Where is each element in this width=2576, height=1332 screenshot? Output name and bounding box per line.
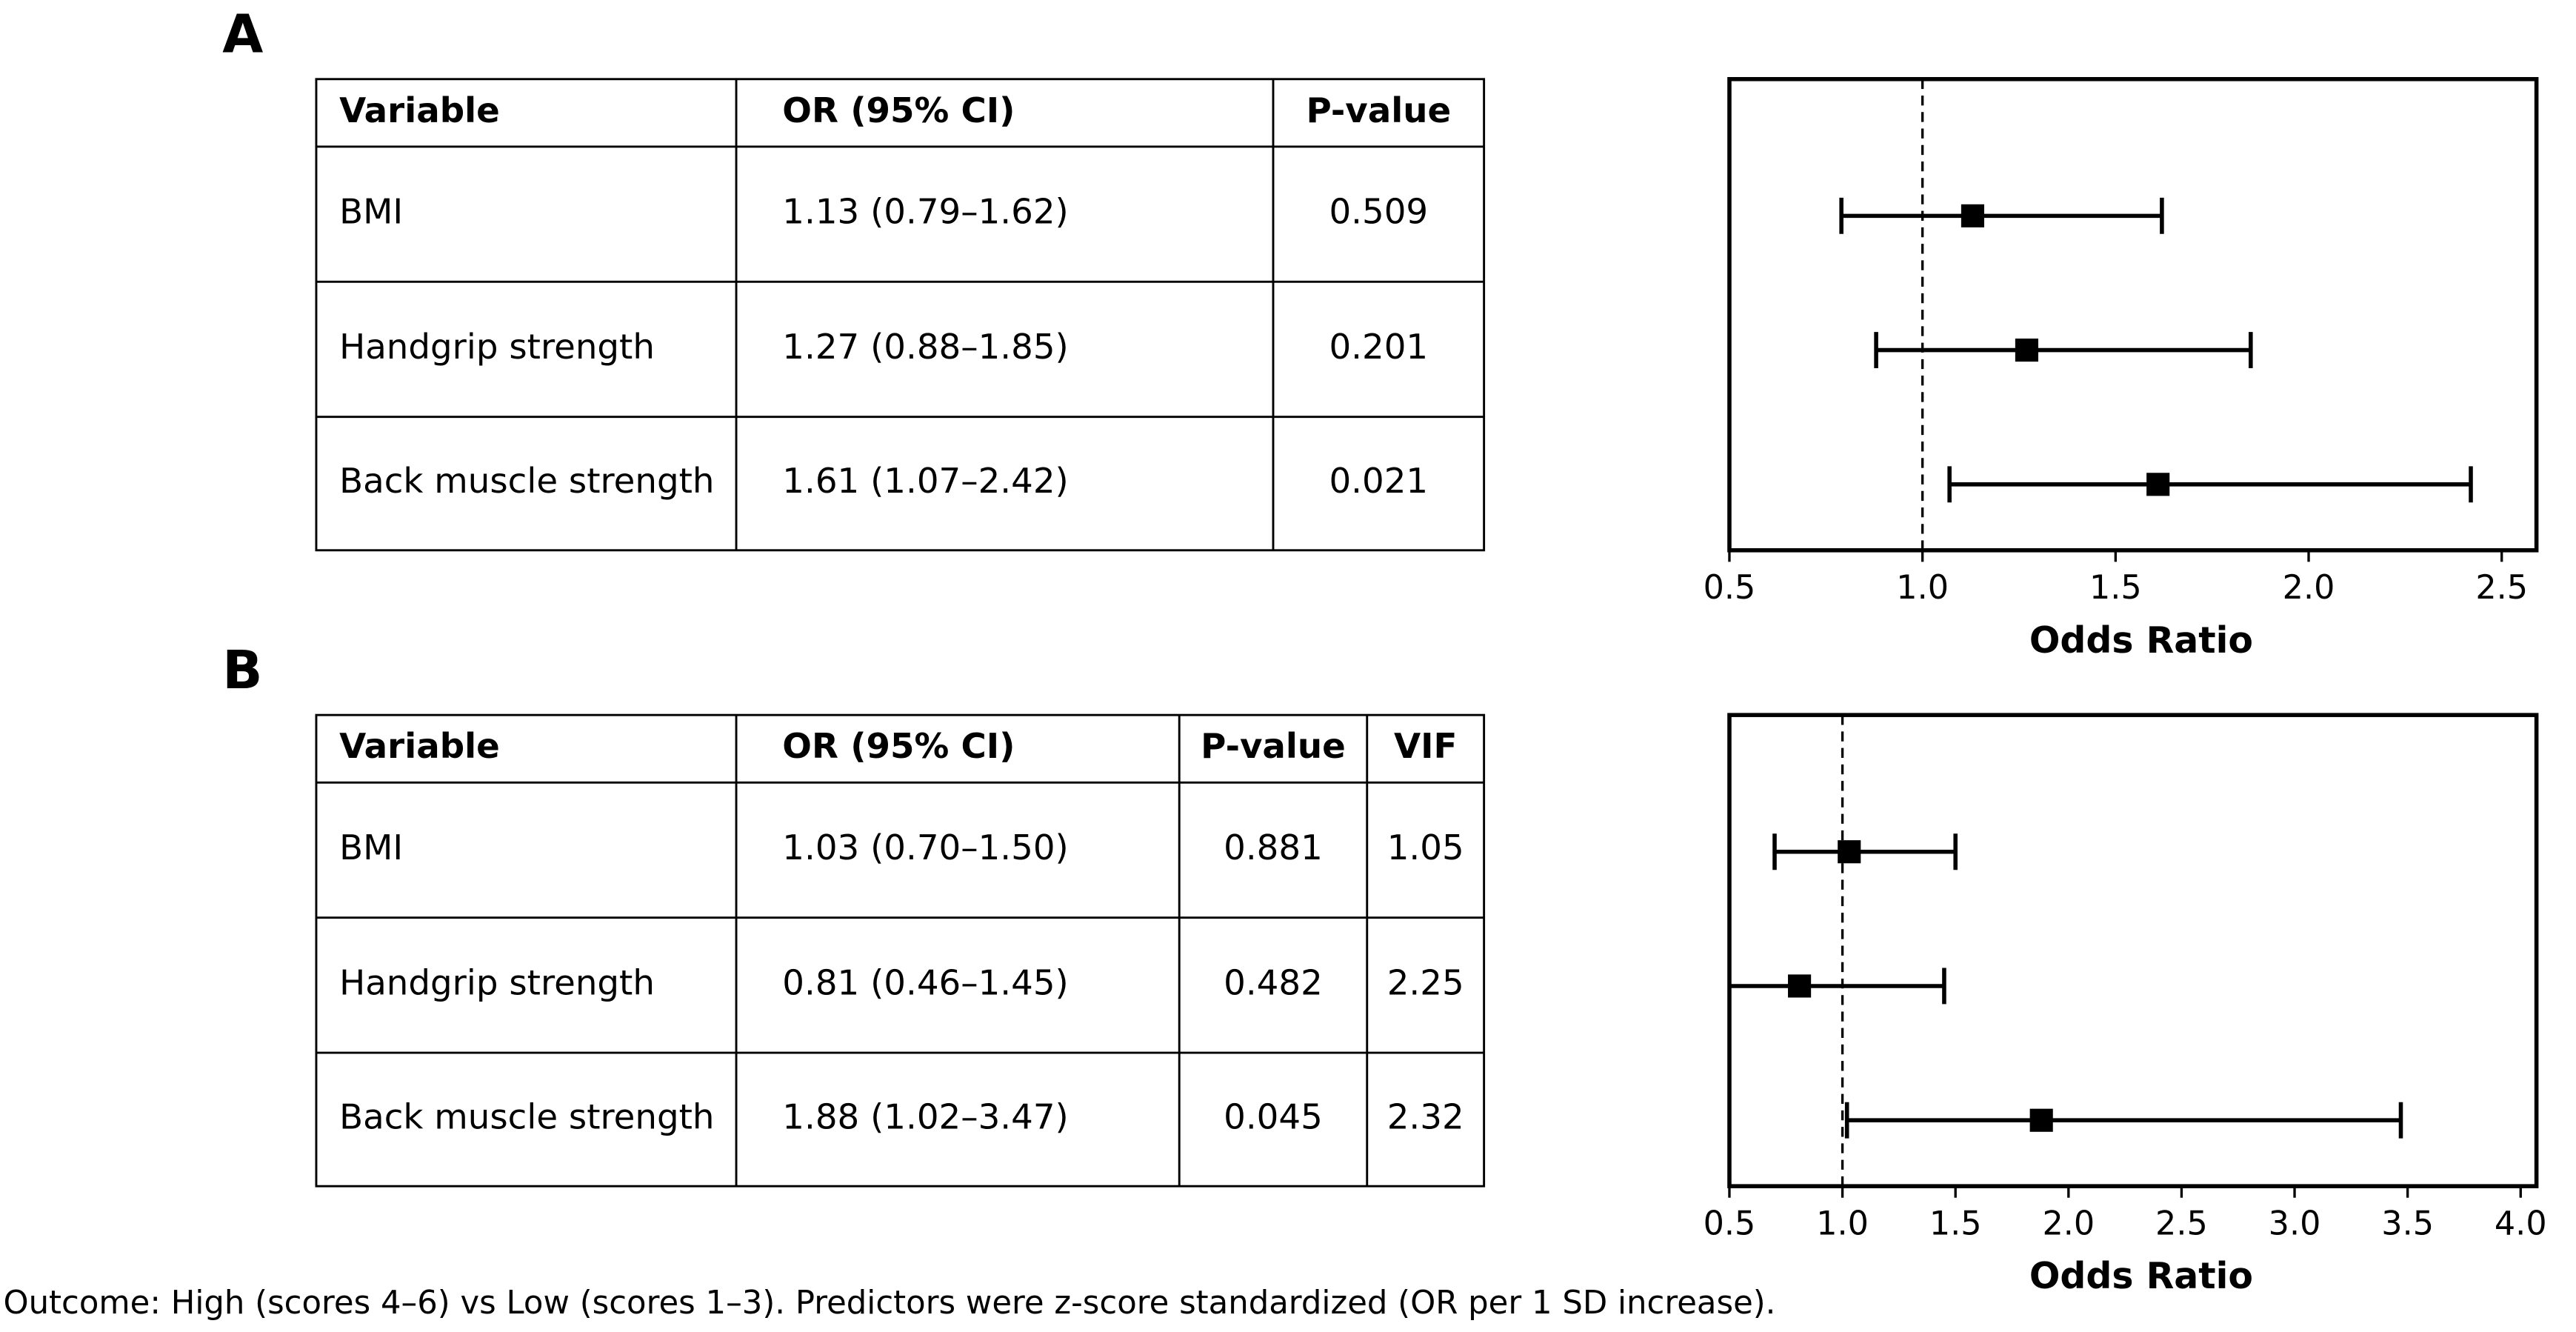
x-tick-label: 2.0 [2283, 569, 2335, 607]
point-marker [2015, 339, 2038, 362]
point-marker [2146, 473, 2170, 496]
x-tick-label: 2.5 [2475, 569, 2528, 607]
footnote: Outcome: High (scores 4–6) vs Low (score… [3, 1285, 1775, 1322]
table-cell: 2.25 [1387, 963, 1464, 1003]
table-cell: 0.201 [1329, 327, 1428, 367]
point-marker [2029, 1108, 2053, 1132]
x-tick-label: 4.0 [2495, 1205, 2547, 1243]
table-cell: Back muscle strength [339, 462, 714, 502]
table-cell: 1.27 (0.88–1.85) [782, 327, 1068, 367]
x-tick-label: 1.0 [1896, 569, 1949, 607]
x-tick-label: 2.0 [2042, 1205, 2095, 1243]
table-cell: Back muscle strength [339, 1098, 714, 1138]
table-cell: BMI [339, 828, 403, 868]
table-cell: 0.021 [1329, 462, 1428, 502]
table-cell: Handgrip strength [339, 963, 655, 1003]
table-cell: 1.05 [1387, 828, 1464, 868]
axes-frame [1727, 713, 2539, 1188]
table-cell: 1.13 (0.79–1.62) [782, 193, 1068, 233]
x-axis-label: Odds Ratio [2029, 1255, 2253, 1297]
table-header: P-value [1306, 91, 1451, 131]
table-header: OR (95% CI) [782, 727, 1015, 767]
x-tick-label: 2.5 [2155, 1205, 2208, 1243]
table-cell: Handgrip strength [339, 327, 655, 367]
panel-label: B [222, 639, 262, 701]
table-cell: 1.61 (1.07–2.42) [782, 462, 1068, 502]
x-tick-label: 3.0 [2269, 1205, 2321, 1243]
panel-label: A [222, 4, 263, 65]
table-cell: 0.81 (0.46–1.45) [782, 963, 1068, 1003]
point-marker [1838, 840, 1861, 864]
x-tick-label: 3.5 [2381, 1205, 2434, 1243]
table-header: VIF [1394, 727, 1457, 767]
axes-frame [1727, 76, 2539, 553]
x-tick-label: 1.5 [1929, 1205, 1982, 1243]
plot-area [1729, 715, 2403, 1187]
table-cell: 1.03 (0.70–1.50) [782, 828, 1068, 868]
table-cell: 1.88 (1.02–3.47) [782, 1098, 1068, 1138]
x-tick-label: 0.5 [1704, 1205, 1756, 1243]
table-cell: 0.045 [1224, 1098, 1323, 1138]
table-header: Variable [339, 91, 500, 131]
table-border [315, 713, 1486, 1188]
table-border [315, 78, 1486, 552]
table-cell: 0.482 [1224, 963, 1323, 1003]
plot-area [1839, 79, 2473, 550]
point-marker [1788, 974, 1812, 998]
point-marker [1961, 204, 1985, 227]
table-header: OR (95% CI) [782, 91, 1015, 131]
x-tick-label: 0.5 [1704, 569, 1756, 607]
table-cell: 0.509 [1329, 193, 1428, 233]
table-header: Variable [339, 727, 500, 767]
table-cell: 2.32 [1387, 1098, 1464, 1138]
table-header: P-value [1201, 727, 1346, 767]
x-axis-label: Odds Ratio [2029, 619, 2253, 662]
x-tick-label: 1.0 [1816, 1205, 1869, 1243]
table-cell: BMI [339, 193, 403, 233]
x-tick-label: 1.5 [2089, 569, 2142, 607]
table-cell: 0.881 [1224, 828, 1323, 868]
